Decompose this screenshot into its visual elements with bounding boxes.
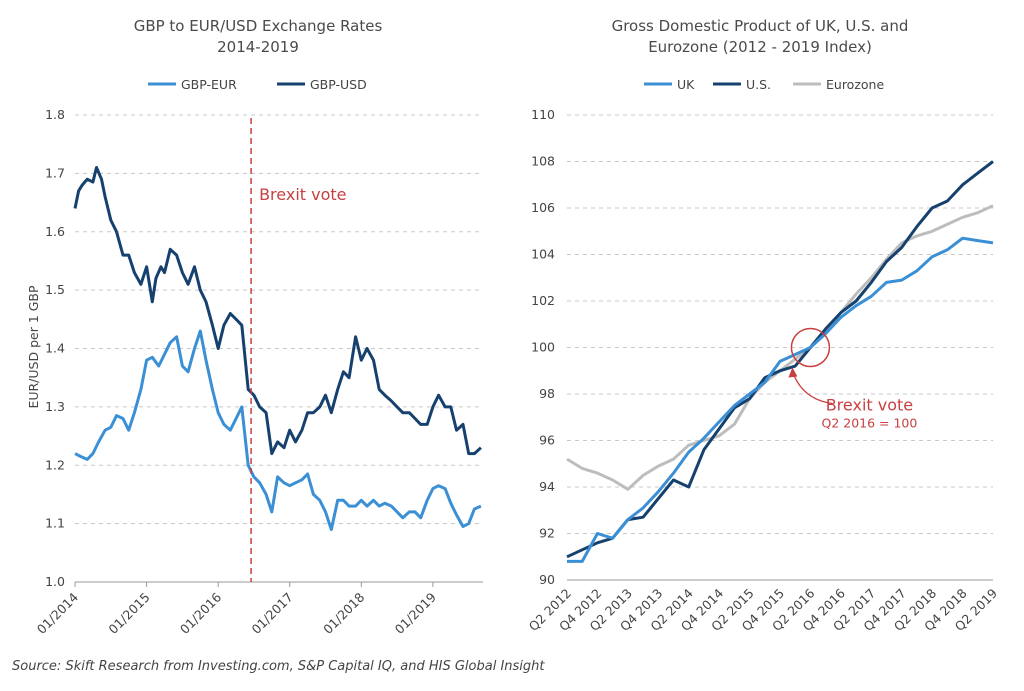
- right-y-tick-label: 102: [531, 293, 555, 308]
- series-line-u-s: [566, 160, 994, 559]
- left-y-axis: 1.0 1.1 1.2 1.3 1.4 1.5 1.6 1.7 1.8: [45, 107, 65, 589]
- right-chart-title: Gross Domestic Product of UK, U.S. and: [612, 17, 909, 35]
- left-x-tick-label: 01/2017: [249, 590, 296, 637]
- left-y-tick-label: 1.0: [45, 574, 65, 589]
- left-y-tick-label: 1.4: [45, 341, 65, 356]
- right-y-axis: 90 92 94 96 98 100 102 104 106 108 110: [531, 107, 555, 587]
- right-series-lines: [566, 160, 994, 563]
- right-y-tick-label: 98: [539, 386, 555, 401]
- left-y-tick-label: 1.5: [45, 282, 65, 297]
- left-y-axis-label: EUR/USD per 1 GBP: [26, 285, 41, 409]
- left-x-tick-label: 01/2014: [34, 589, 81, 636]
- left-annotation: Brexit vote: [250, 118, 347, 582]
- right-legend: UK U.S. Eurozone: [644, 77, 884, 92]
- brexit-vote-label: Brexit vote: [259, 185, 346, 204]
- left-x-tick-label: 01/2019: [392, 589, 439, 636]
- exchange-rate-chart: GBP to EUR/USD Exchange Rates 2014-2019 …: [26, 17, 483, 637]
- right-y-tick-label: 92: [539, 526, 555, 541]
- right-y-tick-label: 106: [531, 200, 555, 215]
- legend-label-gbp-eur: GBP-EUR: [181, 77, 237, 92]
- left-gridlines: [75, 114, 483, 583]
- gdp-chart: Gross Domestic Product of UK, U.S. and E…: [526, 17, 1001, 634]
- left-y-tick-label: 1.1: [45, 516, 65, 531]
- series-line-uk: [567, 236, 994, 563]
- brexit-vote-circle: [790, 327, 831, 368]
- legend-label-u-s: U.S.: [746, 77, 771, 92]
- left-x-tick-label: 01/2018: [320, 589, 367, 636]
- left-y-tick-label: 1.7: [45, 165, 65, 180]
- brexit-vote-label: Brexit vote: [826, 396, 913, 415]
- left-y-tick-label: 1.3: [45, 399, 65, 414]
- brexit-vote-sublabel: Q2 2016 = 100: [821, 416, 917, 431]
- left-x-axis: 01/2014 01/2015 01/2016 01/2017 01/2018 01/20…: [34, 582, 439, 637]
- left-y-tick-label: 1.6: [45, 224, 65, 239]
- right-chart-subtitle: Eurozone (2012 - 2019 Index): [648, 38, 872, 56]
- left-x-tick-label: 01/2016: [177, 589, 224, 636]
- right-y-tick-label: 96: [539, 433, 555, 448]
- left-series-lines: [73, 166, 482, 531]
- brexit-vote-arrowhead: [788, 367, 798, 378]
- right-y-tick-label: 94: [539, 479, 555, 494]
- left-y-tick-label: 1.8: [45, 107, 65, 122]
- left-y-tick-label: 1.2: [45, 457, 65, 472]
- right-y-tick-label: 108: [531, 154, 555, 169]
- legend-label-eurozone: Eurozone: [826, 77, 884, 92]
- series-line-gbp-eur: [74, 329, 482, 531]
- series-line-gbp-usd: [73, 166, 482, 456]
- right-y-tick-label: 90: [539, 572, 555, 587]
- legend-label-uk: UK: [677, 77, 695, 92]
- right-y-tick-label: 104: [531, 247, 555, 262]
- left-chart-title: GBP to EUR/USD Exchange Rates: [134, 17, 383, 35]
- right-y-tick-label: 110: [531, 107, 555, 122]
- source-note: Source: Skift Research from Investing.co…: [12, 659, 545, 674]
- left-x-tick-label: 01/2015: [105, 590, 152, 637]
- right-y-tick-label: 100: [531, 340, 555, 355]
- legend-label-gbp-usd: GBP-USD: [310, 77, 367, 92]
- left-chart-subtitle: 2014-2019: [217, 38, 299, 56]
- right-gridlines: [567, 114, 993, 581]
- left-legend: GBP-EUR GBP-USD: [148, 77, 367, 92]
